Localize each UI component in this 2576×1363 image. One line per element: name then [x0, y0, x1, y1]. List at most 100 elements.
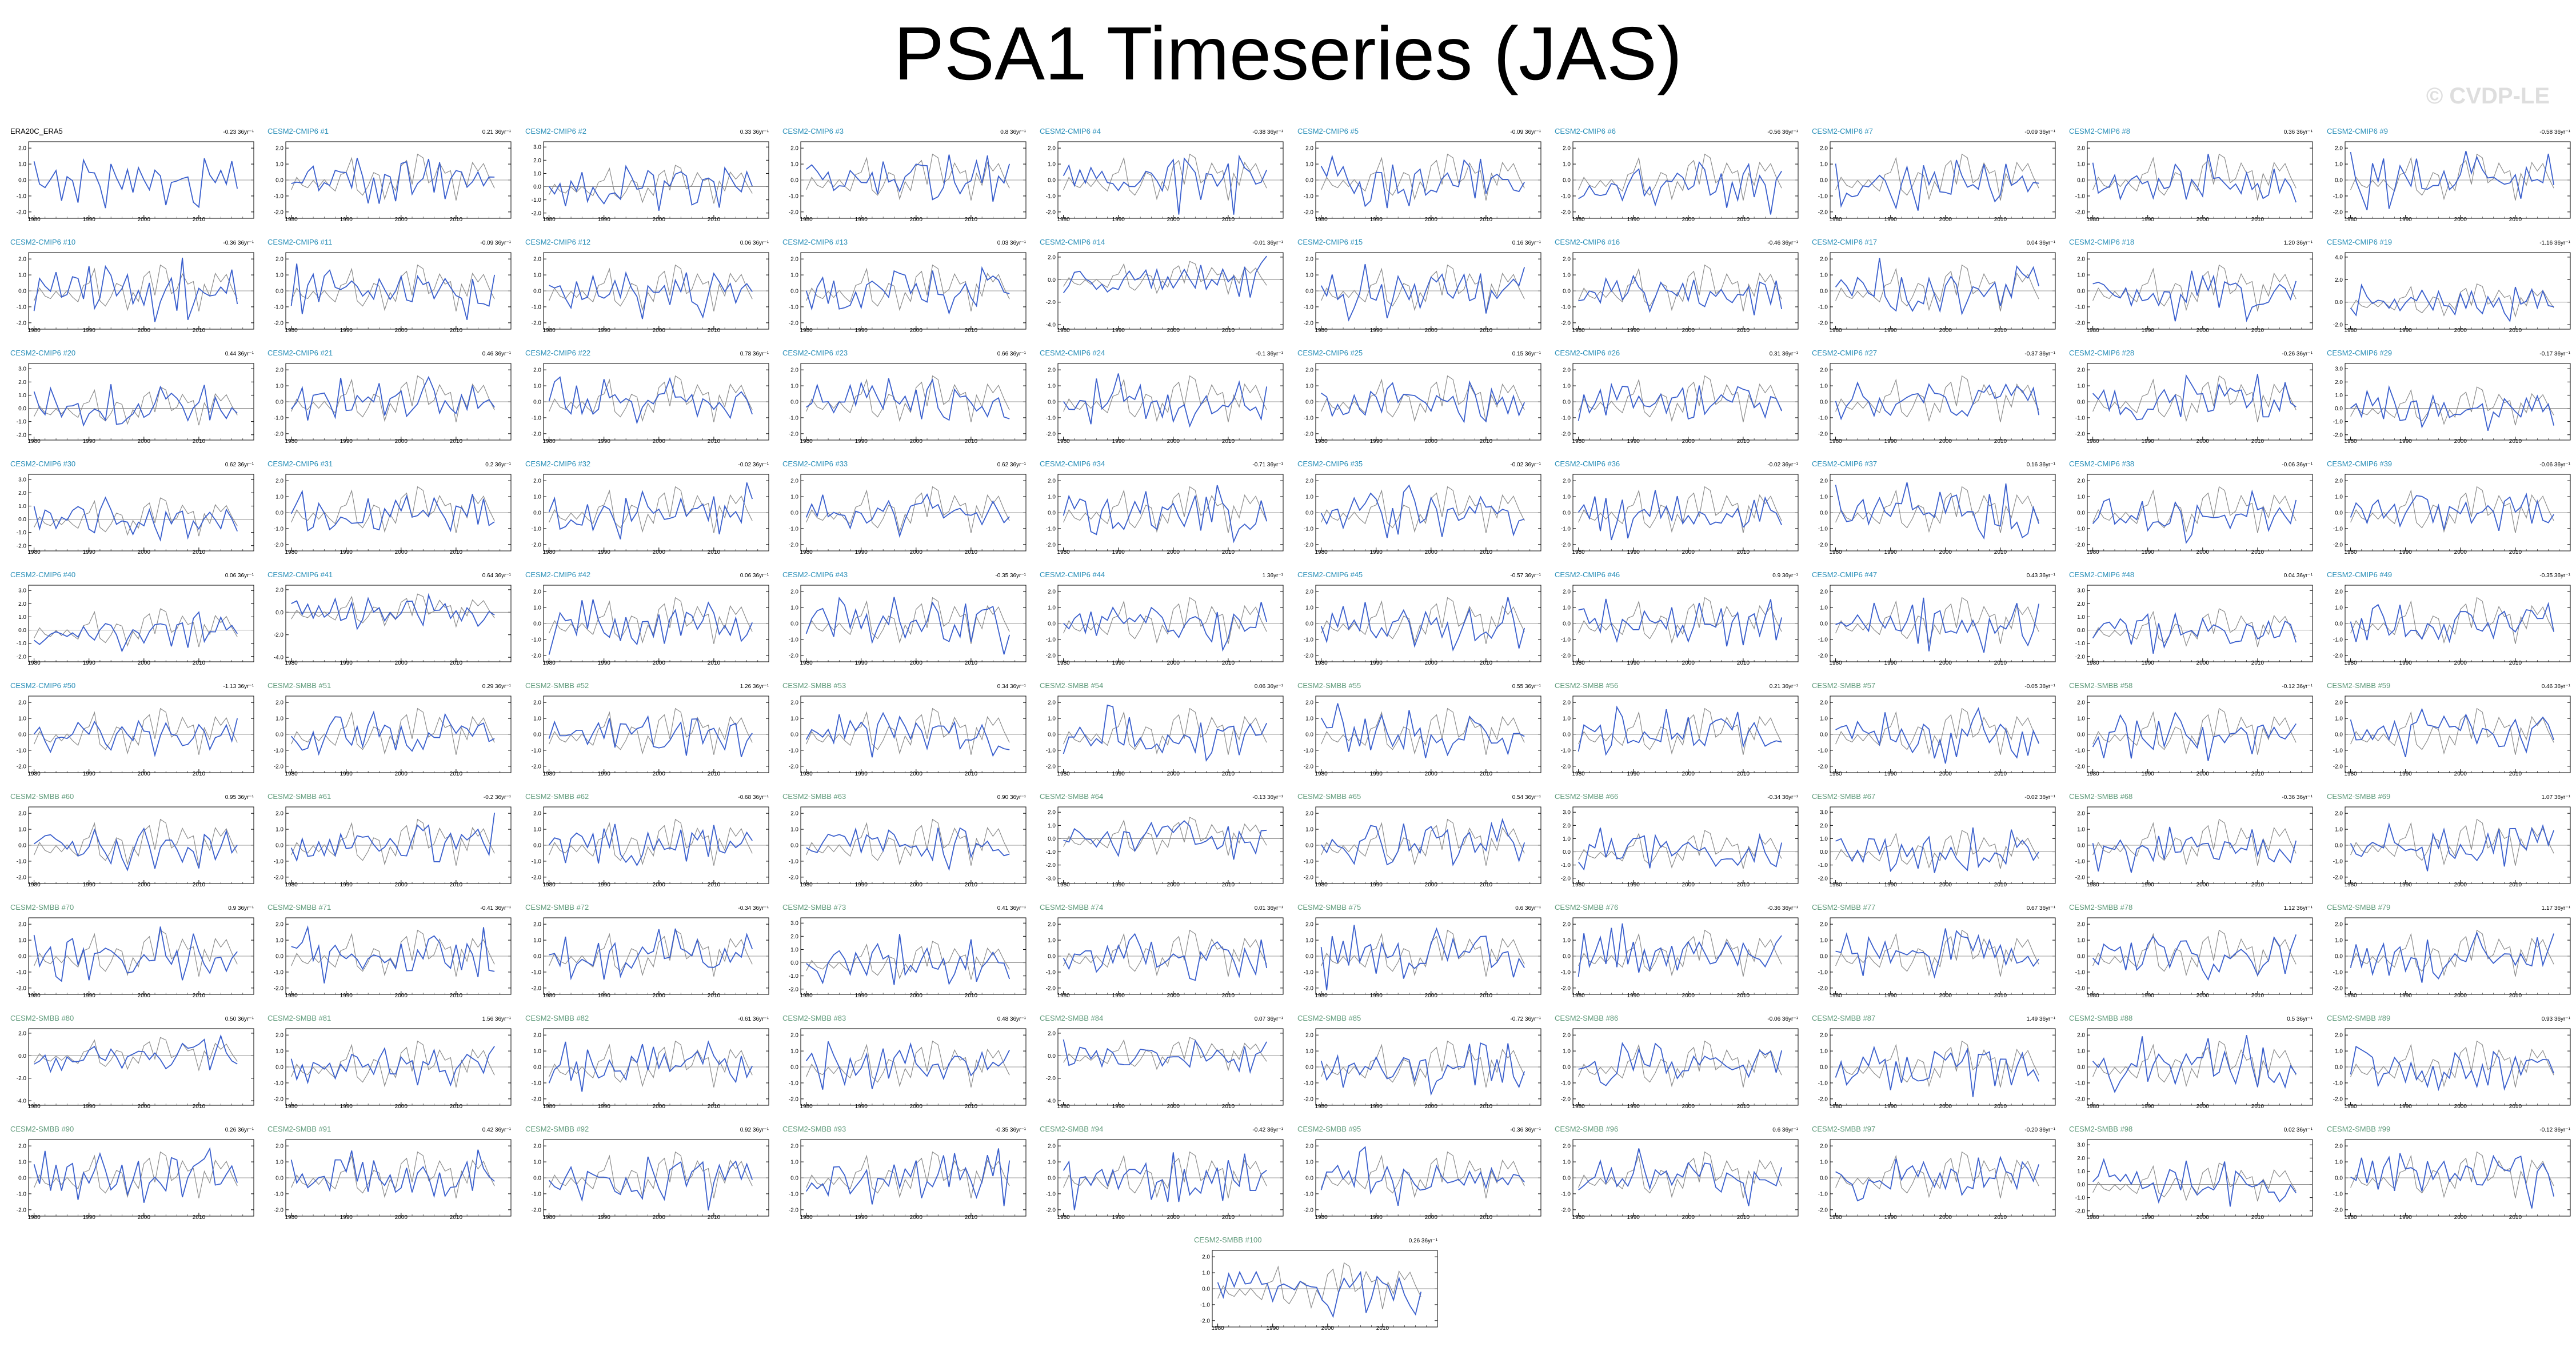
timeseries-panel: CESM2-SMBB #65 0.54 36yr⁻¹ 2.0 1.0 0.0 -1.0 -2…	[1297, 792, 1541, 887]
x-tick-label: 2010	[193, 549, 206, 554]
panel-title: CESM2-CMIP6 #37	[1812, 459, 1877, 468]
y-tick-label: 2.0	[2077, 257, 2085, 263]
panel-title: CESM2-CMIP6 #11	[267, 238, 332, 246]
x-tick-label: 1990	[1627, 549, 1640, 554]
timeseries-panel: CESM2-SMBB #52 1.26 36yr⁻¹ 2.0 1.0 0.0 -1.0 -2…	[525, 681, 769, 776]
y-tick-label: 0.0	[1820, 1065, 1828, 1071]
trend-label: 0.8 36yr⁻¹	[1000, 129, 1026, 135]
member-series-line	[2350, 492, 2554, 531]
watermark: © CVDP-LE	[2426, 83, 2550, 109]
timeseries-panel: CESM2-CMIP6 #41 0.64 36yr⁻¹ 2.0 0.0 -2.0 -4.0…	[267, 570, 512, 665]
y-tick-label: 0.0	[275, 843, 283, 849]
y-tick-label: 0.0	[790, 1176, 798, 1182]
y-tick-label: 3.0	[533, 145, 541, 151]
x-tick-label: 2000	[395, 1214, 408, 1220]
panel-title: CESM2-SMBB #91	[267, 1125, 331, 1133]
x-tick-label: 2010	[707, 438, 720, 443]
x-tick-label: 1980	[285, 660, 298, 665]
y-tick-label: 1.0	[1820, 605, 1828, 611]
panel-title: CESM2-CMIP6 #31	[267, 459, 333, 468]
y-tick-label: -2.0	[2075, 209, 2086, 215]
y-tick-label: -1.0	[789, 748, 799, 754]
y-tick-label: 2.0	[1305, 257, 1313, 263]
x-tick-label: 1990	[597, 217, 610, 222]
x-tick-label: 1980	[1057, 1104, 1071, 1109]
x-tick-label: 2010	[1994, 438, 2007, 443]
y-tick-label: -2.0	[2333, 542, 2343, 548]
member-series-line	[1835, 482, 2040, 540]
x-tick-label: 2000	[138, 1214, 151, 1220]
obs-series-line	[1320, 818, 1525, 866]
y-tick-label: 0.0	[2077, 627, 2085, 634]
x-tick-label: 1990	[1627, 1104, 1640, 1109]
y-tick-label: 2.0	[790, 589, 798, 595]
x-tick-label: 1980	[27, 217, 41, 222]
x-tick-label: 1990	[1369, 438, 1383, 443]
panel-title: CESM2-CMIP6 #2	[525, 127, 586, 135]
member-series-line	[1835, 827, 2040, 873]
x-tick-label: 2000	[138, 882, 151, 887]
panel-title: CESM2-SMBB #80	[10, 1014, 74, 1022]
trend-label: 0.06 36yr⁻¹	[740, 240, 769, 246]
member-series-line	[1577, 1148, 1782, 1206]
obs-series-line	[548, 375, 753, 422]
y-tick-label: 2.0	[533, 478, 541, 485]
x-tick-label: 2000	[652, 549, 665, 554]
x-tick-label: 1990	[340, 993, 353, 998]
y-tick-label: 1.0	[533, 383, 541, 390]
trend-label: 0.48 36yr⁻¹	[997, 1016, 1027, 1022]
panel-title: CESM2-CMIP6 #35	[1297, 459, 1363, 468]
y-tick-label: -2.0	[789, 874, 799, 881]
y-tick-label: 0.0	[1563, 178, 1571, 184]
y-tick-label: -2.0	[2333, 1096, 2343, 1102]
x-tick-label: 1980	[1572, 549, 1585, 554]
y-tick-label: 0.0	[18, 1176, 26, 1182]
trend-label: 0.66 36yr⁻¹	[997, 351, 1027, 357]
x-tick-label: 1980	[1830, 1104, 1843, 1109]
panel-title: CESM2-SMBB #51	[267, 681, 331, 690]
x-tick-label: 2010	[1994, 660, 2007, 665]
y-tick-label: 2.0	[2077, 922, 2085, 928]
panel-title: CESM2-SMBB #69	[2327, 792, 2390, 801]
x-tick-label: 2000	[395, 660, 408, 665]
timeseries-panel: CESM2-CMIP6 #23 0.66 36yr⁻¹ 2.0 1.0 0.0 -1.0 -…	[782, 349, 1027, 443]
y-tick-label: -1.0	[17, 419, 27, 425]
y-tick-label: 1.0	[2335, 162, 2343, 168]
x-tick-label: 2010	[2251, 660, 2265, 665]
y-tick-label: 2.0	[533, 922, 541, 928]
member-series-line	[1320, 818, 1525, 866]
obs-series-line	[291, 153, 496, 201]
y-tick-label: 1.0	[1563, 836, 1571, 842]
y-tick-label: -2.0	[1561, 764, 1571, 770]
y-tick-label: 1.0	[1563, 1160, 1571, 1166]
x-tick-label: 2000	[1424, 549, 1437, 554]
y-tick-label: 1.0	[1048, 494, 1056, 501]
timeseries-panel: CESM2-SMBB #98 0.02 36yr⁻¹ 3.0 2.0 1.0 0.0 -1.…	[2069, 1125, 2313, 1220]
member-series-line	[1063, 1152, 1267, 1210]
x-tick-label: 2000	[1682, 217, 1695, 222]
timeseries-panel: CESM2-CMIP6 #25 0.15 36yr⁻¹ 2.0 1.0 0.0 -1.0 -…	[1297, 349, 1541, 443]
y-tick-label: 2.0	[533, 257, 541, 263]
x-tick-label: 1990	[2142, 660, 2155, 665]
x-tick-label: 2010	[450, 1214, 463, 1220]
x-tick-label: 1980	[285, 1214, 298, 1220]
timeseries-panel: CESM2-CMIP6 #21 0.46 36yr⁻¹ 2.0 1.0 0.0 -1.0 -…	[267, 349, 512, 443]
x-tick-label: 1990	[1112, 771, 1125, 776]
trend-label: -1.13 36yr⁻¹	[223, 684, 254, 690]
y-tick-label: -2.0	[274, 632, 284, 638]
y-tick-label: -1.0	[1818, 969, 1828, 976]
obs-series-line	[1577, 1040, 1782, 1088]
obs-series-line	[548, 597, 753, 644]
y-tick-label: 2.0	[1563, 367, 1571, 374]
x-tick-label: 2000	[395, 771, 408, 776]
member-series-line	[2092, 712, 2297, 761]
trend-label: 1.07 36yr⁻¹	[2541, 794, 2570, 801]
y-tick-label: 1.0	[790, 827, 798, 833]
panel-title: CESM2-CMIP6 #25	[1297, 349, 1363, 357]
trend-label: -0.36 36yr⁻¹	[2282, 794, 2313, 801]
y-tick-label: 0.0	[18, 178, 26, 184]
x-tick-label: 2000	[1424, 771, 1437, 776]
trend-label: -0.06 36yr⁻¹	[2282, 462, 2313, 468]
y-tick-label: -1.0	[2333, 637, 2343, 643]
timeseries-panel: CESM2-SMBB #74 0.01 36yr⁻¹ 2.0 1.0 0.0 -1.0 -2…	[1040, 903, 1284, 998]
